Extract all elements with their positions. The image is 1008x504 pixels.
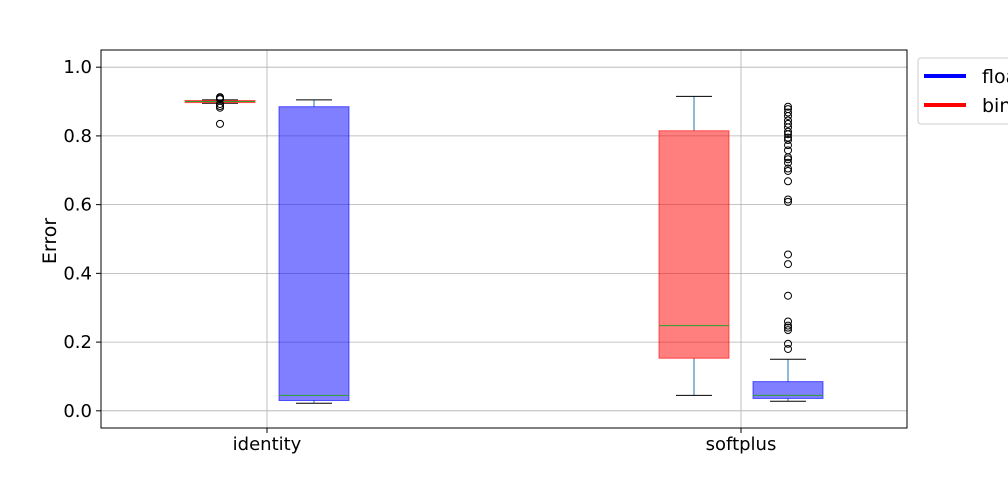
y-tick-label: 0.4 [63, 263, 92, 284]
y-axis-label: Error [39, 218, 61, 265]
outlier-point [216, 93, 224, 102]
outlier-point [784, 108, 792, 117]
x-axis: identity softplus [233, 428, 777, 455]
outlier-point [784, 164, 792, 173]
outlier-point [784, 344, 792, 353]
outlier-point [784, 291, 792, 300]
outlier-point [784, 250, 792, 259]
outlier-point [784, 166, 792, 175]
box-body [658, 130, 730, 359]
x-tick-label: softplus [706, 434, 777, 455]
legend-label-binary: binary [982, 95, 1008, 117]
outlier-point [784, 323, 792, 332]
box-body [278, 106, 350, 402]
outlier-point [784, 197, 792, 206]
y-tick-label: 0.0 [63, 401, 92, 422]
outlier-point [784, 127, 792, 136]
outlier-point [784, 136, 792, 145]
outlier-point [784, 116, 792, 125]
grid-lines [101, 50, 907, 428]
legend-label-float: float [982, 66, 1008, 88]
outlier-point [784, 177, 792, 186]
outlier-point [784, 155, 792, 164]
plot-frame [100, 49, 908, 429]
box-softplus-float [752, 102, 824, 402]
outlier-point [784, 119, 792, 128]
x-tick-label: identity [233, 434, 302, 455]
box-body [752, 381, 824, 399]
outlier-point [784, 321, 792, 330]
outlier-point [216, 119, 224, 128]
outlier-point [784, 317, 792, 326]
box-identity-binary [184, 93, 256, 128]
outlier-point [784, 260, 792, 269]
legend: float binary [917, 57, 1008, 125]
outlier-point [784, 326, 792, 335]
outlier-point [784, 339, 792, 348]
outlier-point [784, 133, 792, 142]
y-tick-label: 0.2 [63, 332, 92, 353]
box-group [184, 93, 824, 404]
outlier-point [784, 141, 792, 150]
y-tick-label: 0.6 [63, 195, 92, 216]
outlier-point [784, 102, 792, 111]
outlier-point [784, 105, 792, 114]
y-tick-label: 1.0 [63, 57, 92, 78]
box-identity-float [278, 99, 350, 404]
outlier-point [784, 195, 792, 204]
outlier-point [784, 158, 792, 167]
y-axis: 0.0 0.2 0.4 0.6 0.8 1.0 [63, 57, 101, 422]
outlier-point [784, 146, 792, 155]
y-tick-label: 0.8 [63, 126, 92, 147]
box-softplus-binary [658, 95, 730, 396]
